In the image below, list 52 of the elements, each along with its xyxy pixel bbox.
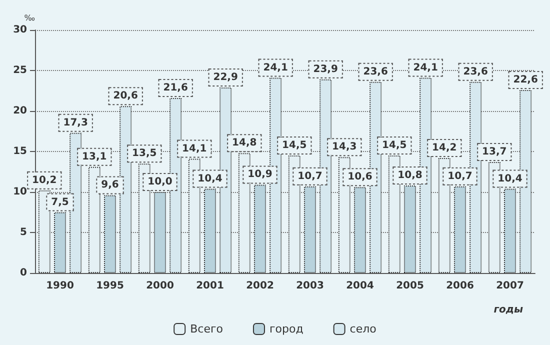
legend-label: село	[350, 322, 377, 336]
data-label: 10,0	[148, 176, 172, 188]
legend-label: Всего	[190, 322, 224, 336]
x-tick-label: 1995	[96, 280, 124, 292]
data-label: 13,5	[132, 148, 157, 160]
x-tick-label: 2004	[346, 280, 374, 292]
data-label: 22,9	[213, 72, 238, 84]
data-label: 13,1	[82, 151, 107, 162]
data-label: 24,1	[263, 62, 288, 74]
data-label: 17,3	[63, 117, 88, 128]
data-label: 10,2	[32, 174, 57, 186]
y-tick-label: 10	[13, 186, 28, 198]
data-label: 20,6	[113, 90, 138, 102]
data-label: 21,6	[163, 82, 188, 94]
data-label: 14,5	[282, 140, 307, 152]
data-label: 23,6	[463, 66, 488, 78]
y-axis-title: ‰	[24, 14, 36, 22]
x-tick-label: 1990	[46, 280, 74, 292]
data-label: 22,6	[513, 74, 538, 86]
x-tick-label: 2000	[146, 280, 174, 292]
data-label: 13,7	[482, 146, 507, 158]
x-tick-label: 2001	[196, 280, 224, 292]
data-label: 10,8	[398, 170, 422, 182]
data-label: 14,5	[382, 140, 407, 152]
data-label: 10,6	[348, 172, 372, 183]
data-label: 14,8	[232, 138, 257, 149]
data-label: 14,1	[182, 143, 207, 154]
data-label: 23,6	[363, 66, 388, 78]
data-label: 7,5	[51, 196, 69, 208]
x-tick-label: 2003	[296, 280, 324, 292]
x-tick-label: 2006	[446, 280, 474, 292]
x-tick-label: 2002	[246, 280, 274, 292]
y-tick-label: 5	[20, 227, 28, 238]
data-label: 10,9	[248, 169, 272, 180]
data-label: 10,4	[198, 173, 222, 184]
data-label: 10,7	[448, 170, 472, 182]
data-label: 14,2	[432, 142, 457, 154]
data-label: 23,9	[313, 64, 338, 75]
y-tick-label: 30	[13, 24, 28, 36]
y-tick-label: 0	[20, 268, 28, 278]
y-tick-label: 25	[13, 65, 28, 76]
y-tick-label: 15	[13, 146, 28, 157]
x-axis-title: годы	[494, 304, 523, 316]
data-label: 9,6	[101, 180, 119, 191]
x-tick-label: 2005	[396, 280, 424, 292]
x-tick-label: 2007	[496, 280, 524, 292]
data-label: 14,3	[332, 142, 357, 153]
data-label: 10,7	[298, 170, 322, 182]
data-label: 24,1	[413, 62, 438, 74]
y-tick-label: 20	[13, 106, 28, 116]
legend-label: город	[269, 322, 304, 336]
data-label: 10,4	[498, 173, 522, 184]
